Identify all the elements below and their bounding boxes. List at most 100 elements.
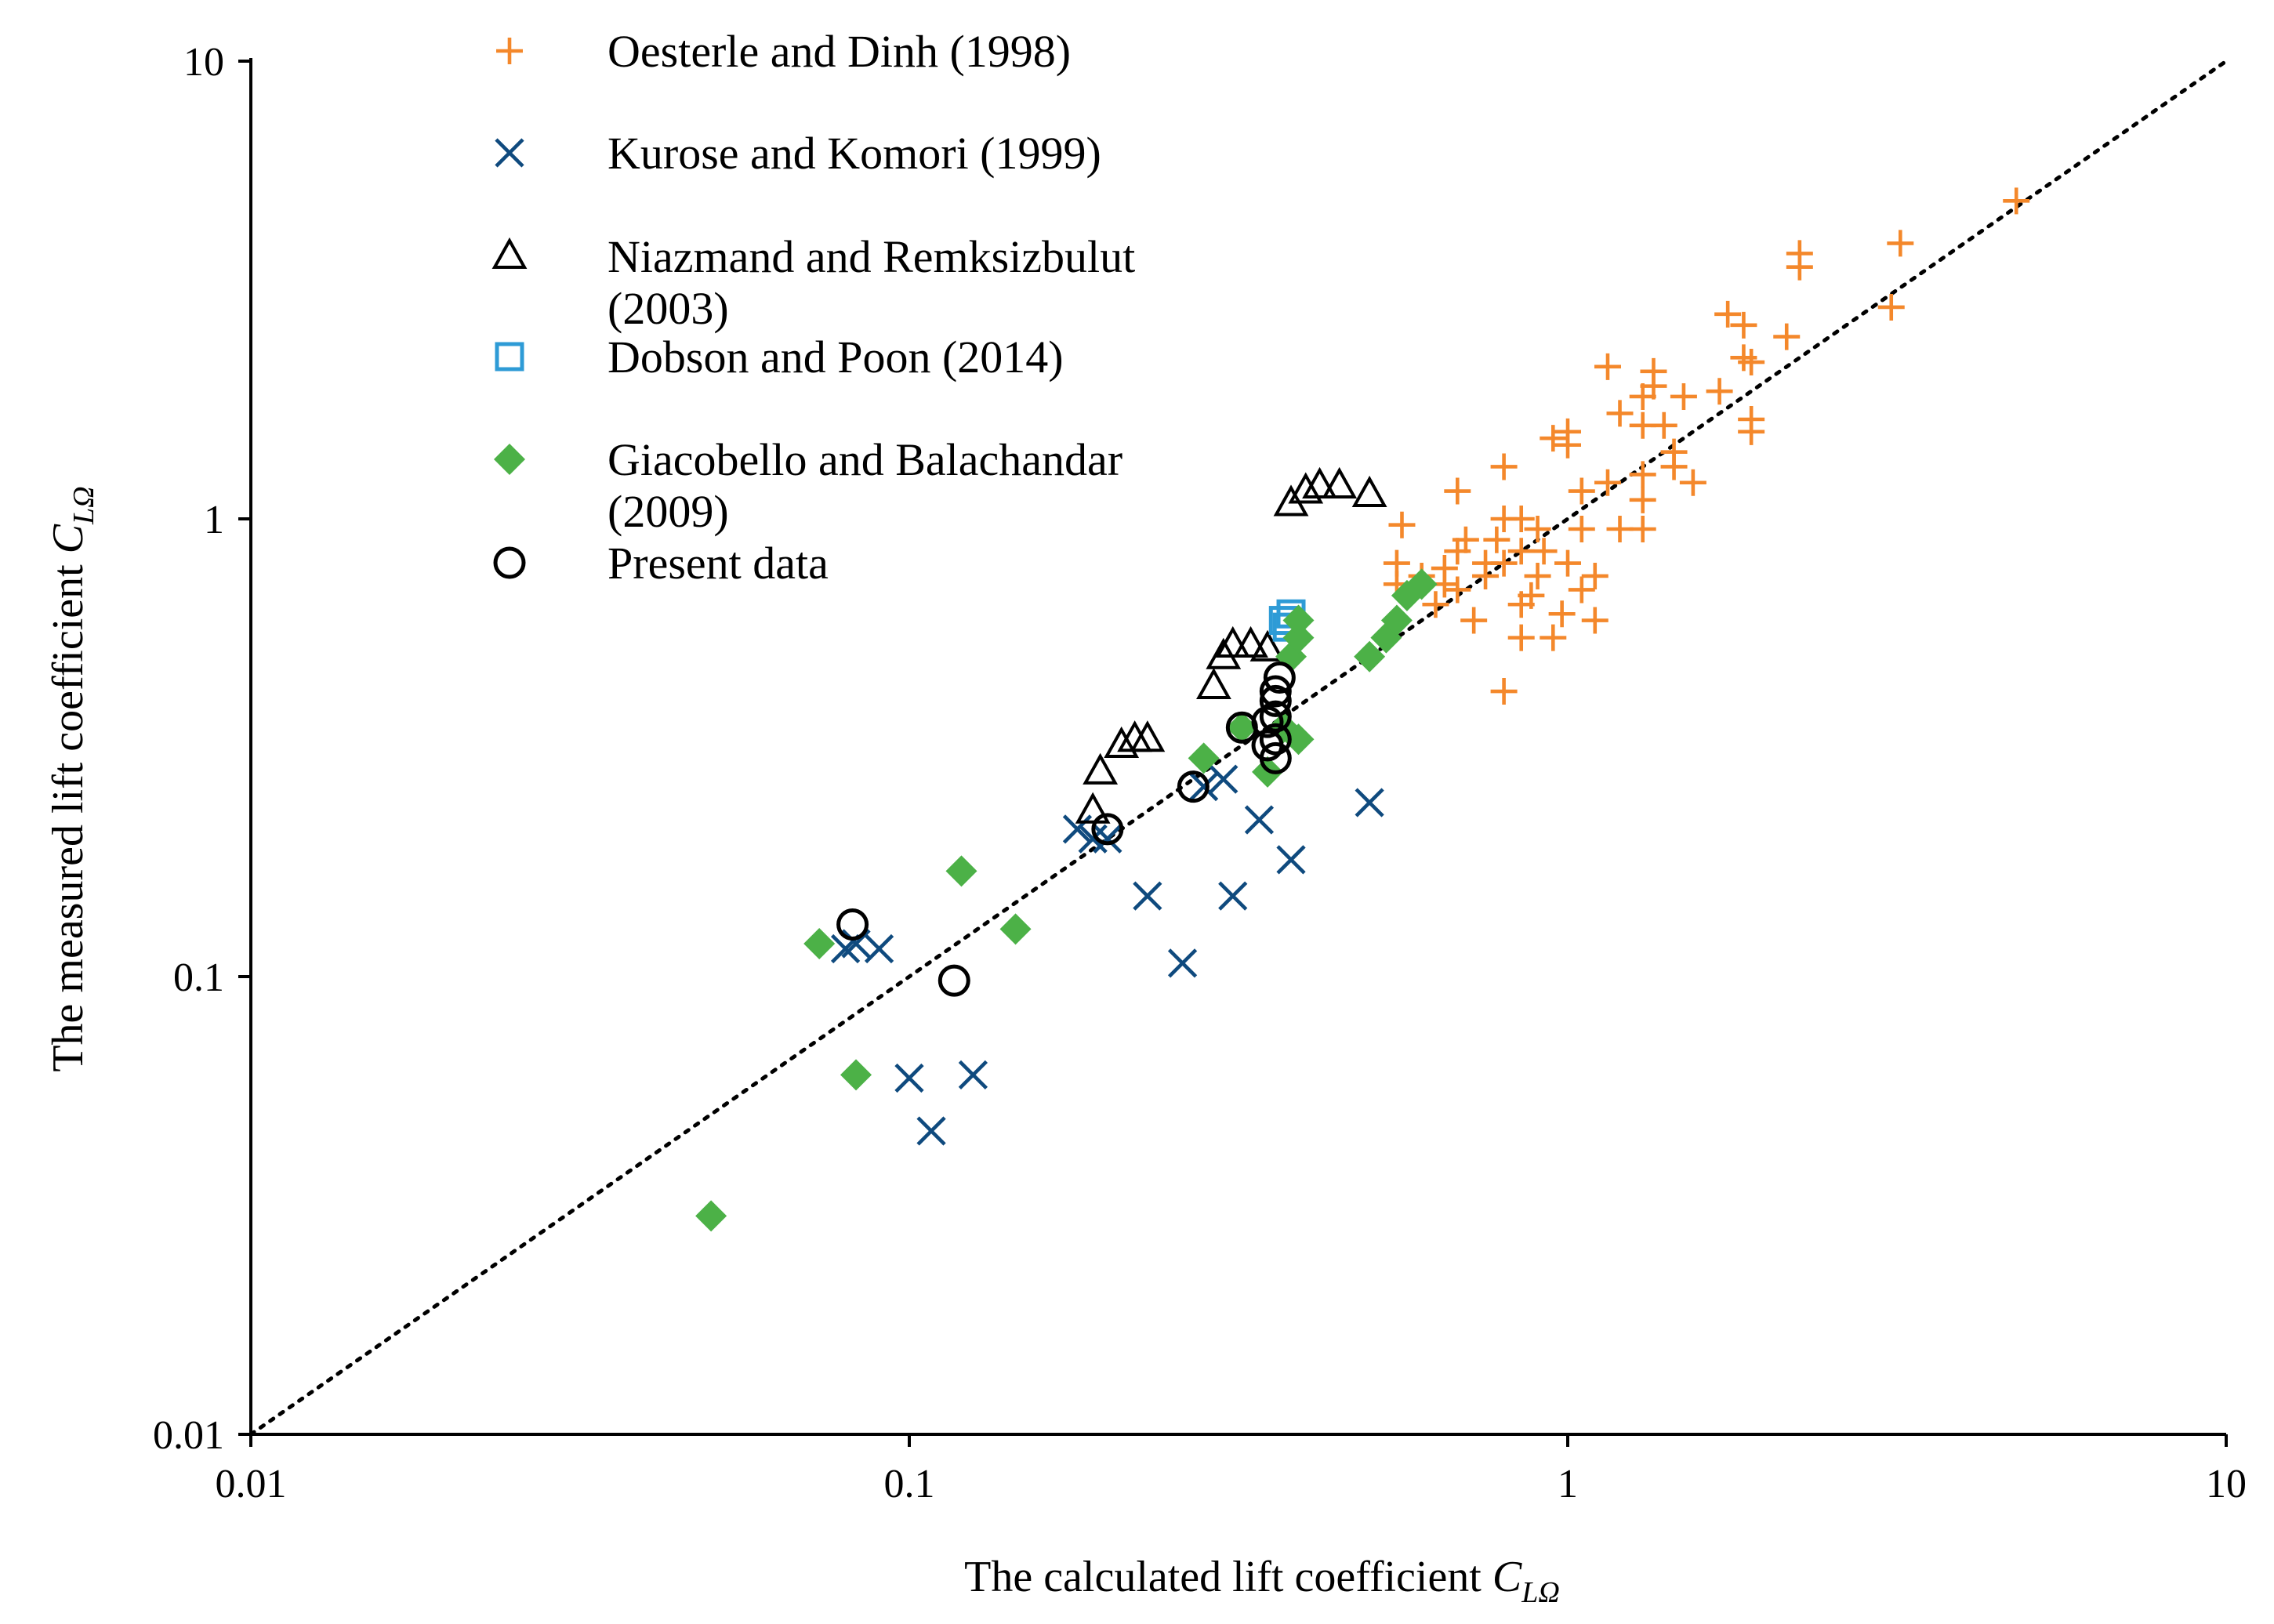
data-point xyxy=(1706,378,1733,405)
data-point xyxy=(1259,700,1292,733)
data-point xyxy=(1581,562,1608,589)
series-plus xyxy=(1383,187,2030,705)
data-point xyxy=(1062,814,1093,844)
data-point xyxy=(1606,400,1634,427)
legend-item: Niazmand and Remksizbulut(2003) xyxy=(491,231,1135,334)
data-point xyxy=(1594,469,1621,496)
data-point xyxy=(1259,741,1292,774)
data-point xyxy=(1773,323,1801,350)
data-point xyxy=(1507,591,1535,618)
plot-area xyxy=(248,59,2229,1437)
data-point xyxy=(1226,712,1258,744)
data-point xyxy=(1679,469,1706,496)
data-point xyxy=(894,1063,924,1093)
legend: Oesterle and Dinh (1998) Kurose and Komor… xyxy=(491,26,1135,589)
legend-item: Kurose and Komori (1999) xyxy=(495,128,1101,179)
data-point xyxy=(1259,723,1292,756)
data-point xyxy=(836,908,869,941)
data-point xyxy=(1460,607,1488,634)
legend-item: Oesterle and Dinh (1998) xyxy=(496,26,1071,77)
data-point xyxy=(1091,813,1124,846)
data-point xyxy=(1490,453,1518,480)
data-point xyxy=(1606,516,1634,543)
reference-line xyxy=(248,59,2229,1437)
data-point xyxy=(1490,506,1518,532)
data-point xyxy=(1629,516,1656,543)
data-point xyxy=(840,1059,872,1091)
legend-marker-triangle xyxy=(491,237,528,269)
data-point xyxy=(695,1200,727,1232)
data-point xyxy=(1444,576,1471,604)
data-point xyxy=(1629,461,1656,488)
x-tick-label: 10 xyxy=(2206,1462,2247,1506)
data-point xyxy=(1581,607,1608,634)
x-tick-label: 1 xyxy=(1558,1462,1578,1506)
data-point xyxy=(1568,477,1595,505)
data-point xyxy=(916,1116,946,1146)
legend-marker-square xyxy=(495,342,524,372)
series-x xyxy=(830,764,1384,1146)
x-axis-title: The calculated lift coefficient CLΩ xyxy=(964,1553,1560,1609)
legend-marker-plus xyxy=(496,38,523,64)
data-point xyxy=(1259,684,1292,717)
axis-titles: The calculated lift coefficient CLΩ The m… xyxy=(44,486,1560,1609)
data-point xyxy=(841,929,871,959)
y-axis-title: The measured lift coefficient CLΩ xyxy=(44,486,100,1071)
data-point xyxy=(1206,637,1242,669)
data-point xyxy=(1380,604,1413,636)
data-point xyxy=(1075,792,1111,824)
legend-label: Present data xyxy=(607,538,829,589)
data-point xyxy=(1629,486,1656,513)
legend-item: Giacobello and Balachandar(2009) xyxy=(494,434,1122,537)
data-point xyxy=(1215,625,1251,658)
data-point xyxy=(1444,477,1471,505)
data-point xyxy=(1322,466,1358,499)
legend-marker-x xyxy=(495,138,524,168)
data-point xyxy=(1594,353,1621,380)
data-point xyxy=(1276,845,1306,875)
legend-item: Present data xyxy=(493,538,829,589)
data-point xyxy=(1568,516,1595,543)
data-point xyxy=(1078,824,1108,854)
data-point xyxy=(1422,591,1449,618)
data-point xyxy=(1490,678,1518,705)
data-point xyxy=(1354,640,1386,672)
y-tick-label: 1 xyxy=(204,498,224,542)
data-point xyxy=(1251,705,1284,738)
legend-label-continued: (2009) xyxy=(607,486,729,537)
data-point xyxy=(1540,624,1567,651)
data-point xyxy=(1507,538,1535,565)
data-point xyxy=(1540,425,1567,452)
data-point xyxy=(999,913,1032,945)
data-point xyxy=(1524,562,1551,589)
data-point xyxy=(1104,726,1140,758)
data-point xyxy=(1282,723,1315,756)
data-point xyxy=(1444,538,1471,565)
series-diamond xyxy=(695,568,1438,1232)
data-point xyxy=(945,855,977,887)
data-point xyxy=(1660,453,1688,480)
y-tick-label: 0.01 xyxy=(153,1413,224,1458)
legend-label: Oesterle and Dinh (1998) xyxy=(607,26,1071,77)
data-point xyxy=(1233,625,1268,658)
data-point xyxy=(1288,472,1324,504)
data-point xyxy=(1472,562,1500,589)
data-point xyxy=(1244,805,1275,835)
legend-label: Niazmand and Remksizbulut xyxy=(607,231,1135,282)
x-tick-label: 0.1 xyxy=(884,1462,935,1506)
x-tick-label: 0.01 xyxy=(216,1462,287,1506)
data-point xyxy=(1196,667,1231,700)
data-point xyxy=(1093,824,1122,854)
data-point xyxy=(1083,752,1119,785)
data-point xyxy=(1188,742,1220,774)
data-point xyxy=(864,933,894,964)
legend-label: Giacobello and Balachandar xyxy=(607,434,1122,485)
legend-label-continued: (2003) xyxy=(607,283,729,334)
data-point xyxy=(1483,526,1511,553)
data-point xyxy=(1282,604,1315,636)
data-point xyxy=(1738,349,1765,376)
data-point xyxy=(1629,411,1656,439)
data-point xyxy=(803,928,836,960)
data-point xyxy=(1887,230,1914,257)
